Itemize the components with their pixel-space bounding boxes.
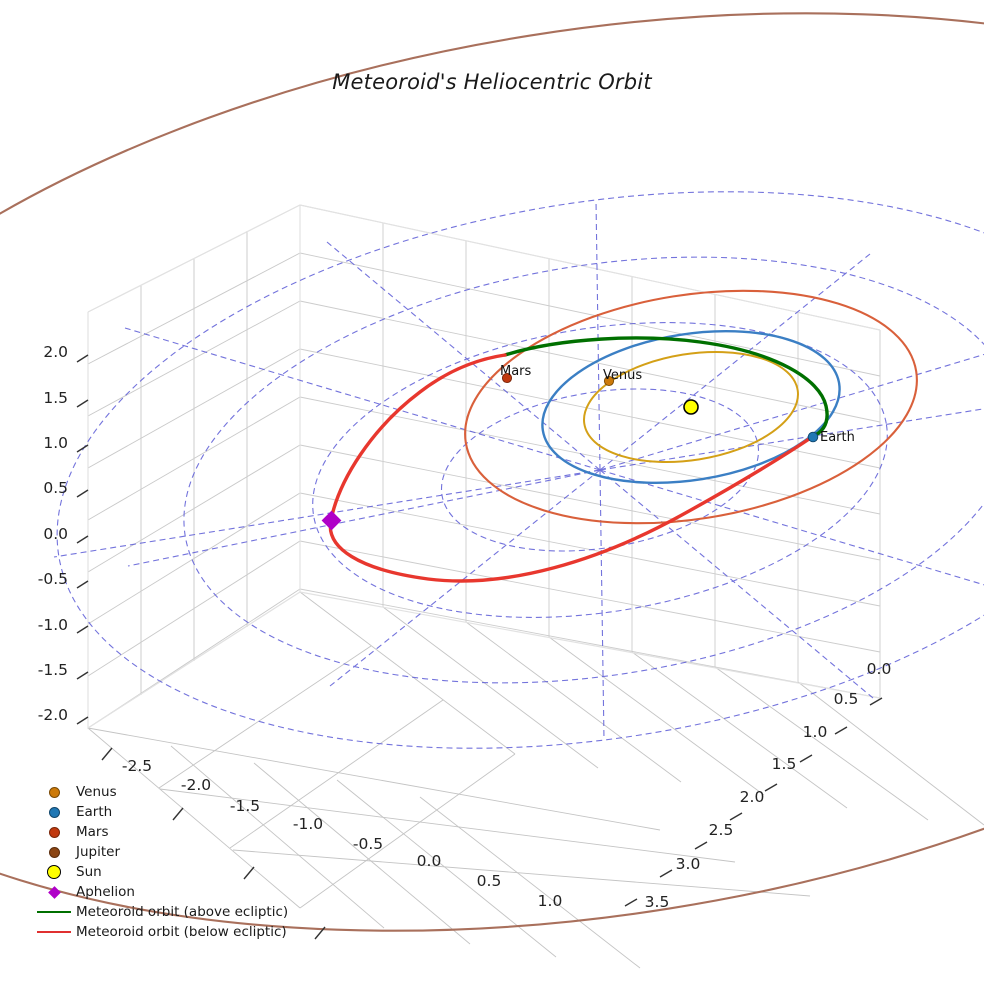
legend-item-above-ecliptic[interactable]: Meteoroid orbit (above ecliptic) xyxy=(32,902,302,922)
legend-item-jupiter[interactable]: Jupiter xyxy=(32,842,302,862)
z-tick-label: 2.0 xyxy=(43,343,68,361)
polar-ring-2 xyxy=(312,322,888,618)
x-tick-label: -2.0 xyxy=(181,776,211,794)
mars-orbit xyxy=(464,289,918,525)
legend-label-mars: Mars xyxy=(76,824,109,840)
pane-floor xyxy=(87,591,984,969)
legend-label-venus: Venus xyxy=(76,784,117,800)
tick-labels: 2.0 1.5 1.0 0.5 0.0 -0.5 -1.0 -1.5 -2.0 … xyxy=(38,343,892,911)
legend-label-above-ecliptic: Meteoroid orbit (above ecliptic) xyxy=(76,904,289,920)
y-tick-label: 3.0 xyxy=(676,855,701,873)
x-tick-label: 1.0 xyxy=(538,892,563,910)
z-tick-marks xyxy=(76,354,89,725)
z-tick-label: -1.0 xyxy=(38,616,68,634)
legend-marker-earth-icon xyxy=(32,802,76,822)
polar-grid xyxy=(53,191,984,749)
body-annotations: Mars Venus Earth xyxy=(500,364,855,445)
legend-label-sun: Sun xyxy=(76,864,102,880)
axes-3d-panes xyxy=(87,204,984,969)
legend-item-mars[interactable]: Mars xyxy=(32,822,302,842)
body-markers xyxy=(321,372,819,531)
y-tick-label: 1.5 xyxy=(772,755,797,773)
y-tick-marks xyxy=(624,697,883,907)
legend-label-earth: Earth xyxy=(76,804,113,820)
meteoroid-orbit-above-ecliptic xyxy=(503,336,829,439)
legend-marker-aphelion-icon xyxy=(32,882,76,902)
legend-label-below-ecliptic: Meteoroid orbit (below ecliptic) xyxy=(76,924,287,940)
x-tick-label: -1.0 xyxy=(293,815,323,833)
y-tick-label: 2.0 xyxy=(740,788,765,806)
legend-marker-sun-icon xyxy=(32,862,76,882)
venus-orbit xyxy=(583,350,799,464)
x-tick-label: -0.5 xyxy=(353,835,383,853)
z-tick-label: 1.0 xyxy=(43,434,68,452)
pane-edges xyxy=(87,204,881,730)
z-tick-label: 1.5 xyxy=(43,389,68,407)
earth-orbit xyxy=(541,329,841,485)
legend-marker-venus-icon xyxy=(32,782,76,802)
legend-item-aphelion[interactable]: Aphelion xyxy=(32,882,302,902)
z-tick-label: 0.5 xyxy=(43,479,68,497)
polar-ring-3 xyxy=(183,256,984,684)
y-tick-label: 3.5 xyxy=(645,893,670,911)
legend-item-sun[interactable]: Sun xyxy=(32,862,302,882)
venus-label: Venus xyxy=(603,368,642,383)
mars-label: Mars xyxy=(500,364,532,379)
polar-spokes xyxy=(53,199,984,741)
x-tick-label: 0.0 xyxy=(417,852,442,870)
z-tick-label: -0.5 xyxy=(38,570,68,588)
meteoroid-orbit-below-ecliptic xyxy=(328,353,814,583)
venus-marker xyxy=(603,375,615,387)
mars-marker xyxy=(501,372,513,384)
x-tick-label: 0.5 xyxy=(477,872,502,890)
legend: Venus Earth Mars Jupiter Sun xyxy=(32,782,302,942)
polar-ring-4 xyxy=(56,191,984,749)
legend-marker-jupiter-icon xyxy=(32,842,76,862)
legend-marker-mars-icon xyxy=(32,822,76,842)
earth-label: Earth xyxy=(820,430,855,445)
x-tick-marks xyxy=(101,747,326,940)
x-tick-label: -2.5 xyxy=(122,757,152,775)
y-tick-label: 0.5 xyxy=(834,690,859,708)
y-tick-label: 0.0 xyxy=(867,660,892,678)
y-tick-label: 2.5 xyxy=(709,821,734,839)
meteoroid-orbit xyxy=(328,336,829,583)
legend-label-aphelion: Aphelion xyxy=(76,884,135,900)
pane-left-wall xyxy=(87,204,301,729)
z-tick-label: -1.5 xyxy=(38,661,68,679)
aphelion-marker xyxy=(321,510,342,531)
legend-item-below-ecliptic[interactable]: Meteoroid orbit (below ecliptic) xyxy=(32,922,302,942)
tick-marks xyxy=(76,354,883,940)
y-tick-label: 1.0 xyxy=(803,723,828,741)
x-tick-label: -1.5 xyxy=(230,797,260,815)
z-tick-label: 0.0 xyxy=(43,525,68,543)
earth-marker xyxy=(807,431,819,443)
z-tick-label: -2.0 xyxy=(38,706,68,724)
legend-label-jupiter: Jupiter xyxy=(76,844,121,860)
sun-marker xyxy=(683,399,699,415)
legend-item-venus[interactable]: Venus xyxy=(32,782,302,802)
legend-item-earth[interactable]: Earth xyxy=(32,802,302,822)
legend-line-above-ecliptic-icon xyxy=(32,902,76,922)
legend-line-below-ecliptic-icon xyxy=(32,922,76,942)
